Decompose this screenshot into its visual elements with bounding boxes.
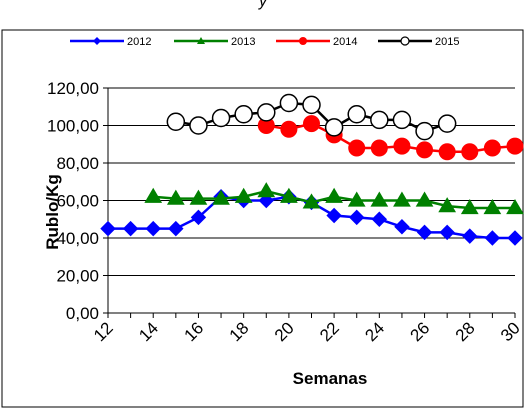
- y-tick-label: 0,00: [66, 304, 99, 323]
- y-tick-label: 20,00: [56, 267, 99, 286]
- legend-marker: [93, 37, 101, 45]
- data-point-marker: [394, 219, 410, 235]
- data-point-marker: [166, 189, 185, 205]
- legend-label: 2014: [333, 36, 357, 48]
- data-point-marker: [324, 118, 344, 137]
- data-point-marker: [211, 108, 231, 128]
- data-point-marker: [347, 191, 366, 207]
- y-tick-label: 100,00: [47, 117, 99, 136]
- data-point-marker: [303, 115, 320, 133]
- data-point-marker: [415, 191, 434, 207]
- data-point-marker: [415, 121, 434, 141]
- data-point-marker: [189, 116, 208, 135]
- data-point-marker: [484, 230, 501, 246]
- data-point-marker: [190, 209, 207, 226]
- data-point-marker: [438, 197, 457, 213]
- y-tick-label: 40,00: [56, 229, 99, 248]
- data-point-marker: [100, 220, 116, 237]
- series-2012: [100, 189, 523, 246]
- legend-item-2015: 2015: [378, 36, 459, 48]
- data-point-marker: [416, 141, 434, 159]
- data-point-marker: [392, 110, 412, 130]
- y-axis-title: Rublo/Kg: [43, 174, 62, 250]
- chart-frame: [1, 29, 524, 408]
- data-point-marker: [370, 110, 389, 130]
- data-point-marker: [326, 207, 342, 224]
- legend-label: 2015: [435, 36, 459, 48]
- data-point-marker: [370, 139, 388, 157]
- data-point-marker: [257, 182, 276, 198]
- legend-label: 2012: [127, 36, 151, 48]
- series-2013: [144, 182, 524, 215]
- data-point-marker: [348, 139, 366, 157]
- data-point-marker: [483, 199, 502, 215]
- data-point-marker: [370, 191, 389, 207]
- data-point-marker: [347, 105, 366, 124]
- data-point-marker: [168, 220, 184, 237]
- data-point-marker: [189, 189, 208, 205]
- data-point-marker: [416, 224, 433, 241]
- data-point-marker: [144, 187, 163, 203]
- data-point-marker: [393, 191, 411, 207]
- y-tick-label: 60,00: [56, 192, 99, 211]
- data-point-marker: [302, 95, 321, 115]
- series-2015: [166, 93, 457, 141]
- data-point-marker: [461, 143, 479, 161]
- data-point-marker: [437, 114, 457, 133]
- data-point-marker: [506, 137, 524, 155]
- data-point-marker: [280, 120, 298, 138]
- data-point-marker: [145, 220, 161, 237]
- data-point-marker: [507, 230, 523, 246]
- data-point-marker: [234, 187, 253, 203]
- data-point-marker: [122, 220, 139, 237]
- data-point-marker: [280, 187, 298, 203]
- chart-title: y: [258, 0, 268, 10]
- legend-item-2012: 2012: [70, 36, 151, 48]
- legend-item-2013: 2013: [174, 36, 255, 48]
- legend-label: 2013: [231, 36, 255, 48]
- data-point-marker: [438, 143, 456, 161]
- data-point-marker: [462, 228, 478, 244]
- data-point-marker: [439, 224, 455, 241]
- legend-marker: [299, 37, 307, 45]
- legend-marker: [400, 36, 410, 46]
- data-point-marker: [234, 105, 253, 124]
- data-point-marker: [460, 199, 479, 215]
- legend-marker: [197, 37, 205, 44]
- data-point-marker: [506, 199, 524, 215]
- data-point-marker: [349, 209, 365, 226]
- data-point-marker: [393, 137, 411, 155]
- data-point-marker: [483, 139, 501, 157]
- data-point-marker: [279, 93, 299, 113]
- data-point-marker: [302, 193, 321, 209]
- x-axis-title: Semanas: [293, 369, 368, 388]
- series-group: [100, 93, 524, 246]
- y-tick-label: 80,00: [56, 154, 99, 173]
- legend: 2012 2013 2014 2015: [70, 36, 459, 48]
- legend-item-2014: 2014: [276, 36, 357, 48]
- y-tick-label: 120,00: [47, 79, 99, 98]
- data-point-marker: [212, 189, 230, 205]
- data-point-marker: [166, 112, 186, 131]
- data-point-marker: [371, 211, 388, 227]
- data-point-marker: [257, 103, 276, 122]
- data-point-marker: [325, 187, 343, 203]
